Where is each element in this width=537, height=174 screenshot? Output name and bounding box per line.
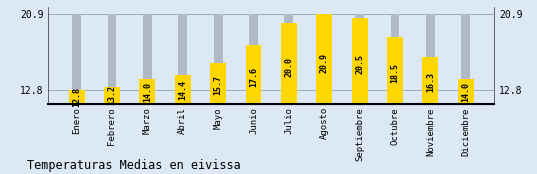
Bar — [352, 18, 368, 103]
Bar — [426, 14, 435, 103]
Bar — [69, 90, 84, 103]
Bar — [178, 14, 187, 103]
Text: 18.5: 18.5 — [390, 63, 400, 83]
Bar — [214, 14, 222, 103]
Bar — [210, 63, 226, 103]
Bar — [175, 75, 191, 103]
Bar — [107, 14, 117, 103]
Text: 20.0: 20.0 — [285, 57, 293, 77]
Bar — [249, 14, 258, 103]
Bar — [355, 14, 364, 103]
Text: 20.5: 20.5 — [355, 54, 364, 74]
Text: 20.9: 20.9 — [320, 53, 329, 73]
Bar — [423, 57, 438, 103]
Text: 12.8: 12.8 — [72, 87, 81, 107]
Bar — [316, 14, 332, 103]
Bar — [72, 14, 81, 103]
Bar — [390, 14, 400, 103]
Bar — [461, 14, 470, 103]
Text: 14.0: 14.0 — [143, 82, 152, 102]
Text: 16.3: 16.3 — [426, 72, 435, 92]
Text: 17.6: 17.6 — [249, 67, 258, 87]
Text: 13.2: 13.2 — [107, 85, 117, 105]
Text: Temperaturas Medias en eivissa: Temperaturas Medias en eivissa — [27, 159, 241, 172]
Bar — [458, 79, 474, 103]
Bar — [104, 87, 120, 103]
Bar — [320, 14, 329, 103]
Bar — [245, 45, 262, 103]
Bar — [387, 37, 403, 103]
Text: 14.4: 14.4 — [178, 80, 187, 100]
Bar — [281, 22, 297, 103]
Bar — [140, 79, 155, 103]
Bar — [285, 14, 293, 103]
Text: 15.7: 15.7 — [214, 75, 223, 95]
Bar — [143, 14, 152, 103]
Text: 14.0: 14.0 — [461, 82, 470, 102]
